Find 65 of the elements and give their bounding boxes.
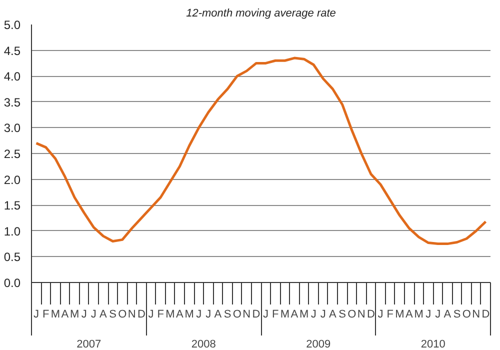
y-tick-label: 4.5 xyxy=(4,44,21,58)
x-tick-label: M xyxy=(70,308,80,320)
x-tick-label: F xyxy=(386,308,394,320)
x-tick-label: N xyxy=(128,308,136,320)
x-tick-label: M xyxy=(50,308,60,320)
x-tick-label: O xyxy=(462,308,472,320)
x-tick-label: J xyxy=(206,308,212,320)
x-tick-label: M xyxy=(280,308,290,320)
x-tick-label: M xyxy=(184,308,194,320)
x-tick-label: S xyxy=(453,308,461,320)
x-tick-label: A xyxy=(100,308,108,320)
text: 2009 xyxy=(306,338,331,350)
x-tick-label: O xyxy=(118,308,128,320)
x-tick-label: J xyxy=(196,308,202,320)
x-tick-label: J xyxy=(435,308,441,320)
x-tick-label: D xyxy=(366,308,375,320)
x-tick-label: M xyxy=(395,308,404,320)
x-tick-label: J xyxy=(263,308,269,320)
x-tick-label: A xyxy=(290,308,299,320)
x-tick-label: J xyxy=(34,308,40,320)
x-tick-label: F xyxy=(157,308,164,320)
y-tick-label: 2.5 xyxy=(4,147,21,161)
x-tick-label: A xyxy=(329,308,338,320)
x-tick-label: N xyxy=(242,308,251,320)
y-tick-label: 3.0 xyxy=(4,121,21,136)
x-tick-label: S xyxy=(224,308,232,320)
x-tick-label: O xyxy=(348,308,357,320)
x-tick-label: J xyxy=(320,308,326,320)
x-tick-label: M xyxy=(166,308,175,320)
x-tick-label: M xyxy=(414,308,424,320)
y-tick-label: 0.5 xyxy=(4,250,21,264)
y-tick-label: 3.5 xyxy=(4,95,21,110)
text: 2008 xyxy=(191,338,216,350)
x-tick-label: F xyxy=(272,308,279,320)
x-tick-label: J xyxy=(81,308,87,320)
x-tick-label: A xyxy=(444,308,452,320)
y-tick-label: 2.0 xyxy=(4,172,21,187)
text: 2007 xyxy=(76,338,102,350)
y-tick-label: 1.0 xyxy=(4,224,21,238)
x-tick-label: A xyxy=(176,308,184,320)
x-tick-label: S xyxy=(109,308,116,320)
x-tick-label: D xyxy=(482,308,490,320)
x-tick-label: O xyxy=(232,308,242,320)
y-tick-label: 0.0 xyxy=(4,276,21,290)
x-tick-label: M xyxy=(299,308,309,320)
x-tick-label: D xyxy=(252,308,260,320)
x-tick-label: A xyxy=(61,308,70,320)
x-tick-label: J xyxy=(426,308,432,320)
y-tick-label: 5.0 xyxy=(4,18,21,32)
x-tick-label: D xyxy=(137,308,146,320)
x-tick-label: N xyxy=(472,308,480,320)
line-series xyxy=(35,56,487,246)
y-tick-label: 4.0 xyxy=(4,70,21,84)
x-tick-label: A xyxy=(406,308,414,320)
y-tick-label: 1.5 xyxy=(4,198,21,213)
chart-title: 12-month moving average rate xyxy=(186,8,336,20)
text: 2010 xyxy=(420,338,446,350)
x-tick-label: A xyxy=(214,308,222,320)
x-tick-label: F xyxy=(42,308,50,320)
x-tick-label: J xyxy=(310,308,316,320)
x-tick-label: S xyxy=(338,308,346,320)
x-tick-label: N xyxy=(357,308,366,320)
x-tick-label: J xyxy=(148,308,154,320)
x-tick-label: J xyxy=(378,308,384,320)
x-tick-label: J xyxy=(90,308,96,320)
